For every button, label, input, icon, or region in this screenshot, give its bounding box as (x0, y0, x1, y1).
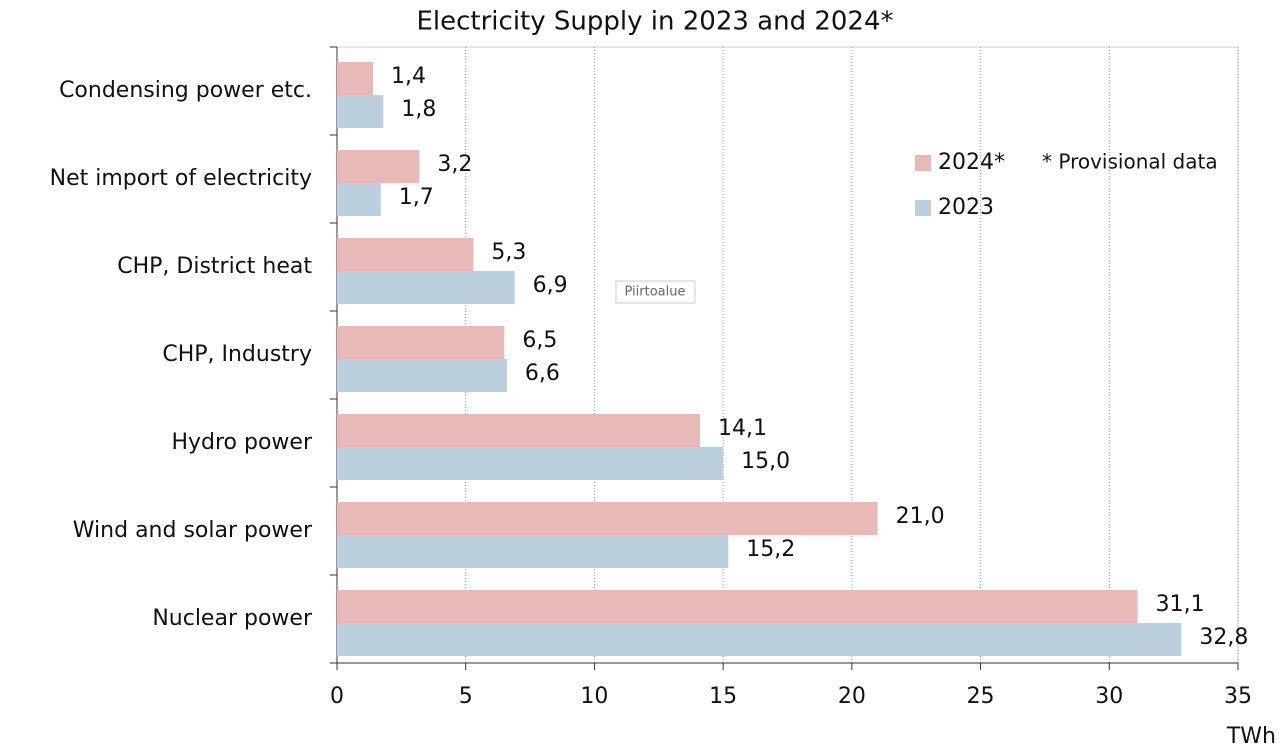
bar (337, 271, 515, 304)
x-tick-label: 35 (1224, 684, 1252, 709)
x-tick-label: 5 (459, 684, 473, 709)
value-label: 6,5 (522, 328, 557, 353)
bar (337, 447, 724, 480)
legend-label: 2023 (938, 195, 994, 220)
value-label: 32,8 (1199, 625, 1248, 650)
y-tick-label: Condensing power etc. (59, 78, 312, 103)
x-axis-label: TWh (1226, 724, 1276, 749)
tooltip-box (615, 280, 696, 304)
value-label: 1,4 (391, 64, 426, 89)
y-tick-label: CHP, Industry (162, 342, 312, 367)
annotation: * Provisional data (1042, 150, 1218, 174)
x-tick-label: 30 (1095, 684, 1123, 709)
bar (337, 590, 1138, 623)
bar (337, 414, 700, 447)
bar (337, 238, 474, 271)
x-tick-label: 15 (709, 684, 737, 709)
legend-label: 2024* (938, 150, 1005, 175)
bar (337, 535, 729, 568)
x-tick-label: 20 (838, 684, 866, 709)
bar (337, 623, 1182, 656)
x-tick-label: 10 (580, 684, 608, 709)
chart-title: Electricity Supply in 2023 and 2024* (416, 7, 893, 37)
x-tick-label: 25 (967, 684, 995, 709)
bar (337, 62, 374, 95)
value-label: 31,1 (1156, 592, 1205, 617)
value-label: 6,9 (533, 273, 568, 298)
value-label: 3,2 (437, 152, 472, 177)
value-label: 1,8 (401, 97, 436, 122)
value-label: 21,0 (896, 504, 945, 529)
y-tick-label: Nuclear power (152, 606, 313, 631)
value-label: 1,7 (399, 185, 434, 210)
value-label: 6,6 (525, 361, 560, 386)
y-tick-label: Net import of electricity (50, 166, 312, 191)
bar (337, 183, 381, 216)
value-label: 14,1 (718, 416, 767, 441)
value-label: 15,0 (741, 449, 790, 474)
legend-swatch (915, 200, 931, 216)
bar (337, 150, 420, 183)
y-tick-label: CHP, District heat (117, 254, 312, 279)
tooltip: Piirtoalue (625, 285, 686, 300)
bar (337, 359, 507, 392)
bar (337, 502, 878, 535)
y-tick-label: Hydro power (171, 430, 312, 455)
x-tick-label: 0 (330, 684, 344, 709)
bar (337, 95, 384, 128)
legend-swatch (915, 155, 931, 171)
bar (337, 326, 505, 359)
value-label: 5,3 (491, 240, 526, 265)
y-tick-label: Wind and solar power (73, 518, 313, 543)
value-label: 15,2 (746, 537, 795, 562)
